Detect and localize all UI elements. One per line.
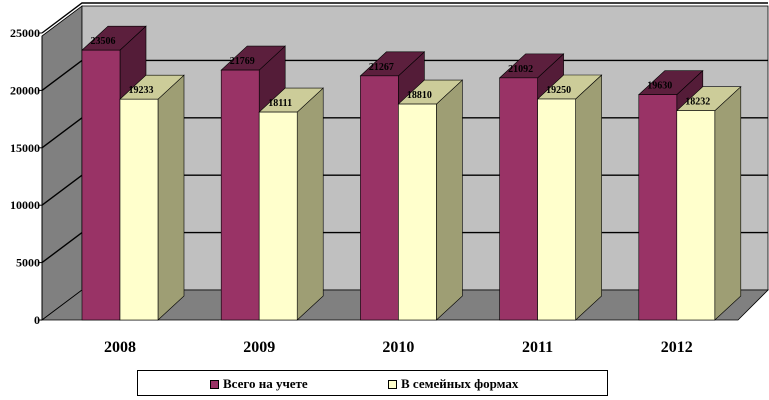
legend-item-family: В семейных формах [388, 376, 518, 392]
x-axis: 2008 2009 2010 2011 2012 [104, 339, 693, 356]
bar-side [575, 74, 602, 321]
data-label: 19233 [129, 85, 154, 96]
bar-side [296, 87, 324, 321]
chart-bars [81, 25, 742, 321]
bar-front [398, 103, 437, 321]
data-label: 21769 [230, 56, 255, 67]
y-tick-label: 20000 [10, 83, 40, 97]
data-label: 21267 [369, 62, 394, 73]
bar-side [714, 86, 742, 321]
data-label: 18232 [685, 97, 710, 108]
y-tick-label: 5000 [16, 256, 40, 270]
bar-family-2012 [676, 86, 742, 321]
bar-front [220, 69, 260, 321]
legend-label-total: Всего на учете [223, 376, 308, 391]
x-category-label: 2009 [243, 339, 275, 356]
x-category-label: 2008 [104, 339, 136, 356]
legend-swatch-total [210, 379, 219, 389]
bar-front [499, 77, 538, 321]
legend-swatch-family [388, 379, 397, 389]
data-label: 21092 [508, 64, 533, 75]
bar-front [676, 110, 716, 321]
y-tick-label: 10000 [10, 198, 40, 212]
legend: Всего на учете В семейных формах [137, 370, 608, 396]
x-category-label: 2011 [522, 339, 553, 356]
x-category-label: 2010 [382, 339, 414, 356]
data-label: 18111 [268, 98, 292, 109]
bar-side [436, 79, 463, 321]
legend-label-family: В семейных формах [401, 376, 519, 391]
y-axis: 0 5000 10000 15000 20000 25000 [10, 26, 43, 327]
y-tick-label: 0 [34, 313, 40, 327]
data-label: 19250 [546, 85, 571, 96]
data-label: 18810 [407, 90, 432, 101]
data-label: 19630 [647, 81, 672, 92]
legend-item-total: Всего на учете [210, 376, 308, 392]
bar-front [81, 49, 121, 321]
gridline [41, 2, 768, 34]
bar-family-2009 [258, 87, 324, 321]
x-category-label: 2012 [661, 339, 693, 356]
bar-family-2011 [536, 74, 603, 321]
bar-front [638, 94, 678, 321]
bar-front [360, 75, 399, 321]
bar-family-2010 [397, 79, 464, 321]
bar-family-2008 [119, 74, 185, 321]
bar-front [537, 98, 576, 321]
bar-side [157, 74, 185, 321]
bar-front [258, 111, 298, 321]
y-tick-label: 15000 [10, 141, 40, 155]
bar-front [119, 98, 159, 321]
side-wall [41, 5, 83, 321]
y-tick-label: 25000 [10, 26, 40, 40]
data-label: 23506 [91, 36, 116, 47]
chart-data-labels: 23506 19233 21769 18111 21267 18810 21092 19250… [91, 36, 711, 109]
